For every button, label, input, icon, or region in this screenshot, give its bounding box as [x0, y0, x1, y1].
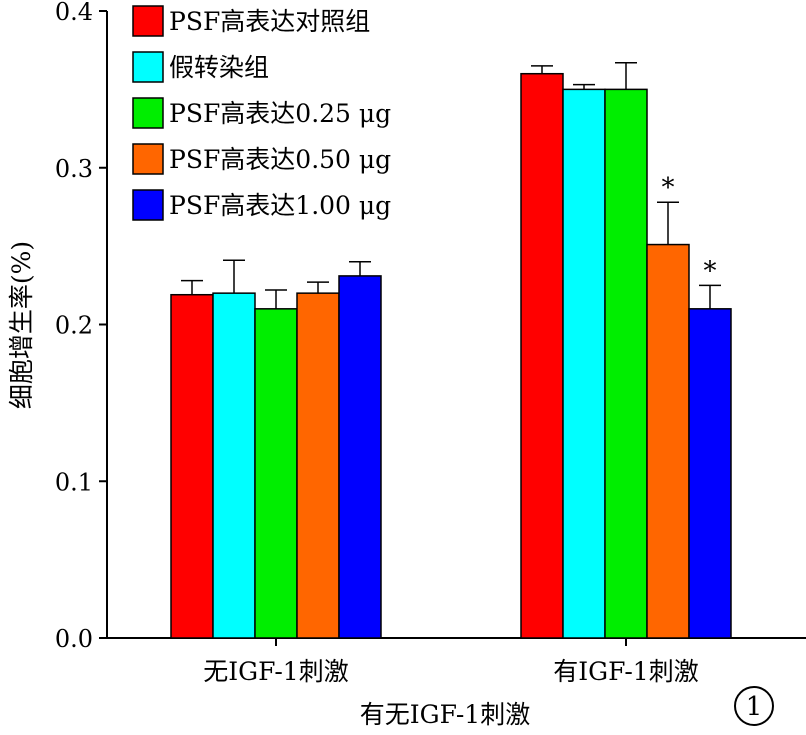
- bar: [296, 292, 340, 639]
- bar: [604, 88, 648, 639]
- legend-swatch: [132, 143, 164, 175]
- legend-label: PSF高表达对照组: [169, 7, 370, 36]
- bar: [212, 292, 256, 639]
- bar: [254, 308, 298, 639]
- legend-label: PSF高表达1.00 μg: [169, 191, 391, 220]
- legend-label: PSF高表达0.50 μg: [169, 145, 391, 174]
- panel-number-badge: 1: [734, 686, 774, 726]
- y-tick-label: 0.4: [55, 0, 93, 26]
- legend-swatch: [132, 189, 164, 221]
- x-axis-label: 有无IGF-1刺激: [360, 700, 530, 729]
- bar: [170, 293, 214, 639]
- bar: [520, 72, 564, 639]
- y-tick-label: 0.2: [55, 312, 93, 340]
- panel-number: 1: [746, 692, 763, 722]
- legend-swatch: [132, 5, 164, 37]
- bar: [688, 308, 732, 639]
- panel-number-circle: [734, 686, 774, 726]
- y-axis-label: 细胞增生率(%): [7, 241, 36, 409]
- y-tick-label: 0.3: [55, 155, 93, 183]
- legend-label: 假转染组: [169, 53, 269, 82]
- x-tick-label: 有IGF-1刺激: [553, 657, 698, 686]
- legend-swatch: [132, 51, 164, 83]
- significance-mark: *: [662, 173, 675, 203]
- axes: 0.0 0.1 0.2 0.3 0.4 无IGF-1刺激 有IGF-1刺激: [55, 0, 806, 686]
- y-tick-label: 0.1: [55, 468, 93, 496]
- legend-label: PSF高表达0.25 μg: [169, 99, 391, 128]
- bars: **: [170, 61, 732, 639]
- x-tick-label: 无IGF-1刺激: [203, 657, 348, 686]
- y-tick-label: 0.0: [55, 625, 93, 653]
- legend-swatch: [132, 97, 164, 129]
- bar: [338, 275, 382, 639]
- bar: [646, 243, 690, 639]
- significance-mark: *: [704, 256, 717, 286]
- bar: [562, 88, 606, 639]
